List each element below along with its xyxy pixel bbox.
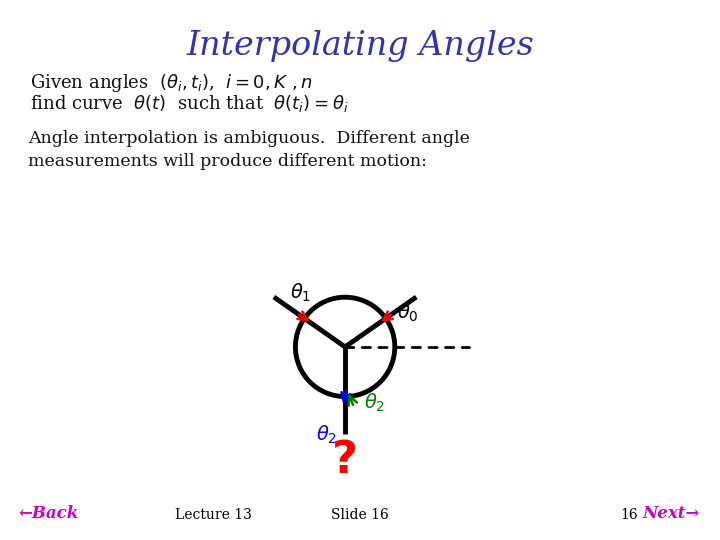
Text: Interpolating Angles: Interpolating Angles	[186, 30, 534, 62]
Text: Given angles  $(\theta_i, t_i)$,  $i = 0,K\ ,n$: Given angles $(\theta_i, t_i)$, $i = 0,K…	[30, 72, 312, 94]
Text: Next→: Next→	[643, 505, 700, 522]
Text: ←Back: ←Back	[18, 505, 78, 522]
Text: find curve  $\theta(t)$  such that  $\theta(t_i) = \theta_i$: find curve $\theta(t)$ such that $\theta…	[30, 93, 348, 114]
Text: Slide 16: Slide 16	[331, 508, 389, 522]
Text: $\theta_2$: $\theta_2$	[364, 392, 385, 414]
Text: Angle interpolation is ambiguous.  Different angle
measurements will produce dif: Angle interpolation is ambiguous. Differ…	[28, 130, 470, 171]
Text: $\theta_2$: $\theta_2$	[315, 424, 337, 446]
Text: ?: ?	[332, 439, 358, 482]
Text: $\theta_1$: $\theta_1$	[289, 282, 311, 305]
Text: $\theta_0$: $\theta_0$	[397, 301, 418, 323]
Text: 16: 16	[620, 508, 638, 522]
Text: Lecture 13: Lecture 13	[175, 508, 252, 522]
